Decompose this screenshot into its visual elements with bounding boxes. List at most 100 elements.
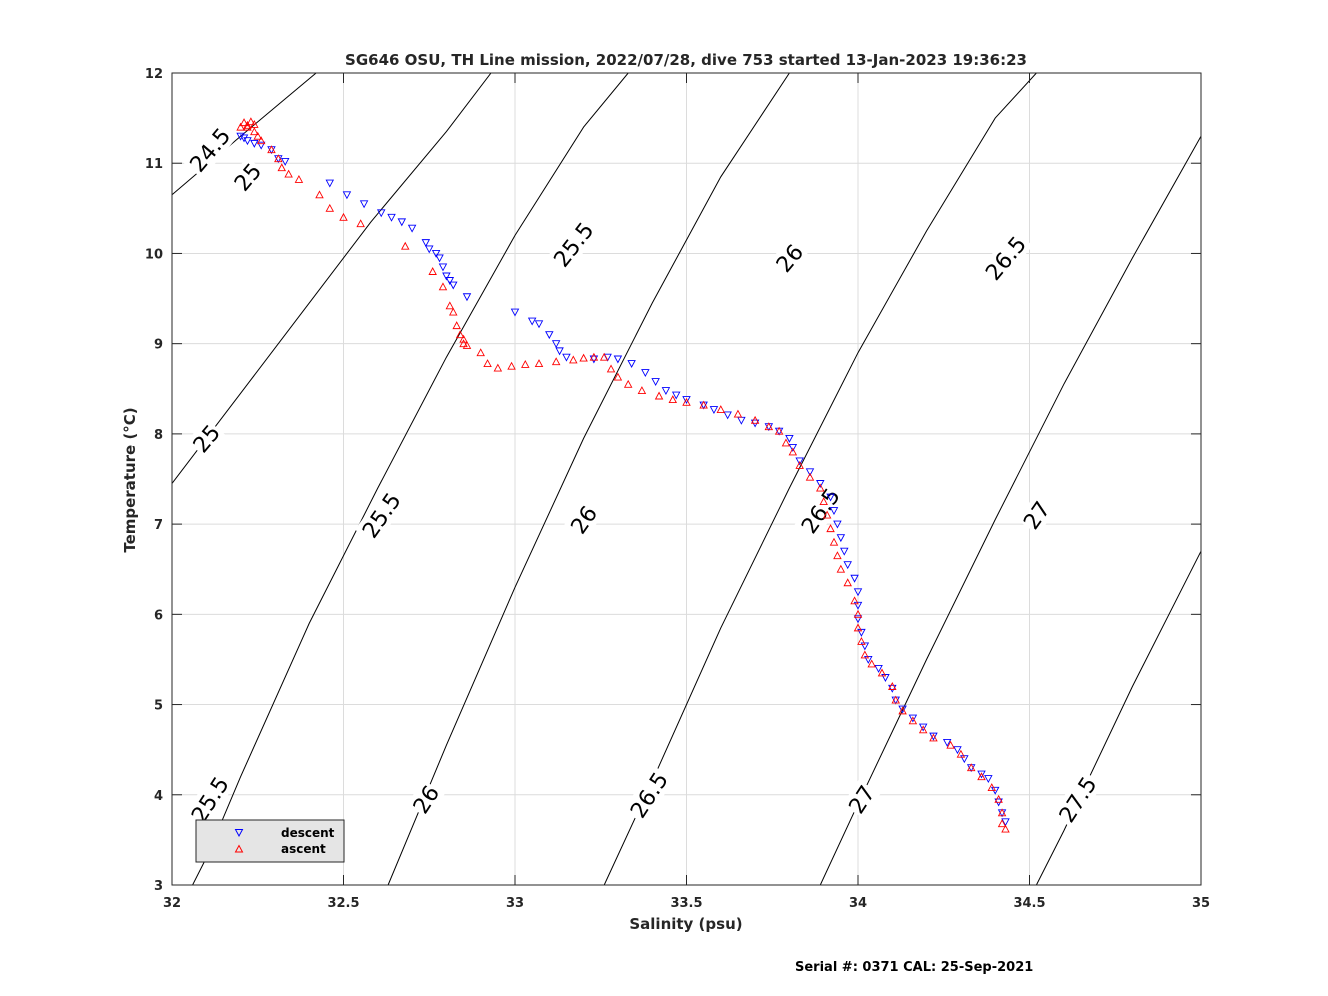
legend-descent-label: descent	[281, 826, 335, 840]
descent-point	[342, 191, 352, 200]
descent-series	[236, 132, 1010, 827]
ascent-point	[891, 695, 900, 704]
contour-label-background	[1051, 769, 1104, 830]
ascent-point	[551, 357, 561, 366]
descent-point	[545, 331, 554, 340]
ascent-point	[256, 136, 266, 145]
descent-point	[682, 396, 691, 405]
descent-point	[449, 281, 458, 290]
ascent-point	[853, 623, 863, 632]
x-tick-label: 32	[163, 896, 181, 911]
ascent-point	[449, 307, 458, 316]
ascent-point	[668, 395, 678, 404]
x-tick-label: 33.5	[670, 896, 702, 911]
ascent-point	[788, 447, 798, 456]
descent-point	[864, 655, 873, 664]
ascent-point	[445, 301, 455, 310]
descent-point	[816, 480, 825, 488]
ascent-point	[898, 706, 907, 715]
descent-point	[627, 360, 636, 368]
ascent-point	[850, 596, 859, 605]
descent-point	[860, 642, 870, 651]
legend-box	[195, 819, 345, 863]
ascent-series	[236, 117, 1010, 833]
contour-label-background	[227, 156, 268, 197]
ascent-point	[599, 352, 609, 361]
descent-point	[977, 770, 986, 779]
descent-point	[853, 601, 863, 610]
descent-point	[874, 665, 883, 673]
x-tick-label: 35	[1192, 896, 1210, 911]
descent-point	[243, 137, 252, 146]
y-tick-label: 10	[145, 247, 163, 262]
ascent-point	[822, 510, 832, 519]
ascent-point	[493, 363, 503, 372]
serial-cal-footer: Serial #: 0371 CAL: 25-Sep-2021	[795, 960, 1033, 975]
ascent-point	[462, 341, 472, 349]
legend-ascent-label: ascent	[281, 842, 326, 856]
descent-point	[641, 369, 650, 377]
descent-point	[397, 218, 407, 227]
descent-point	[435, 254, 444, 263]
ascent-point	[867, 659, 876, 668]
descent-point	[445, 277, 455, 285]
contour-label-background	[769, 238, 810, 278]
descent-point	[857, 628, 866, 637]
ascent-point	[589, 352, 599, 361]
ascent-point	[987, 783, 997, 792]
ascent-point	[637, 386, 647, 395]
ascent-point	[356, 219, 365, 228]
y-tick-label: 6	[154, 608, 163, 623]
contour-label-background	[184, 769, 236, 830]
descent-point	[853, 588, 863, 597]
y-tick-label: 9	[154, 338, 163, 353]
chart-title: SG646 OSU, TH Line mission, 2022/07/28, …	[345, 51, 1027, 69]
ascent-point	[438, 282, 448, 291]
descent-point	[359, 200, 369, 209]
ascent-point	[239, 118, 249, 127]
y-tick-label: 7	[154, 518, 163, 533]
ascent-point	[908, 716, 918, 725]
ascent-point	[400, 241, 410, 250]
x-tick-label: 34	[849, 896, 867, 911]
descent-point	[805, 468, 815, 477]
y-tick-label: 5	[154, 699, 163, 714]
ascent-point	[764, 422, 774, 431]
descent-point	[960, 755, 969, 764]
ascent-point	[284, 169, 293, 178]
ascent-point	[699, 400, 708, 409]
descent-point	[795, 457, 804, 466]
ascent-point	[325, 203, 335, 212]
ascent-point	[534, 359, 544, 367]
descent-point	[239, 134, 249, 143]
ascent-point	[805, 472, 815, 481]
ascent-point	[816, 483, 825, 492]
ascent-point	[428, 267, 437, 275]
contour-label-background	[186, 418, 226, 459]
contour-label-background	[546, 215, 601, 274]
ascent-point	[853, 609, 863, 618]
descent-point	[788, 443, 798, 452]
y-tick-label: 12	[145, 67, 163, 82]
descent-point	[250, 139, 259, 148]
descent-point	[826, 493, 835, 502]
y-axis-ticks: 3 4 5 6 7 8 9 10 11 12	[145, 67, 1201, 894]
descent-point	[888, 684, 897, 693]
ascent-point	[507, 361, 516, 370]
ascent-point	[483, 359, 492, 367]
descent-point	[551, 340, 561, 349]
x-tick-label: 32.5	[327, 896, 359, 911]
ascent-point	[826, 524, 835, 533]
ascent-point	[243, 122, 252, 131]
descent-point	[613, 355, 623, 364]
contour-label-background	[355, 485, 408, 545]
ascent-point	[795, 461, 804, 469]
ascent-point	[246, 117, 256, 126]
ascent-point	[606, 364, 616, 373]
descent-point	[1001, 818, 1010, 827]
ascent-point	[977, 772, 986, 781]
ascent-point	[459, 334, 468, 343]
descent-point	[723, 411, 732, 420]
ascent-point	[966, 763, 976, 772]
